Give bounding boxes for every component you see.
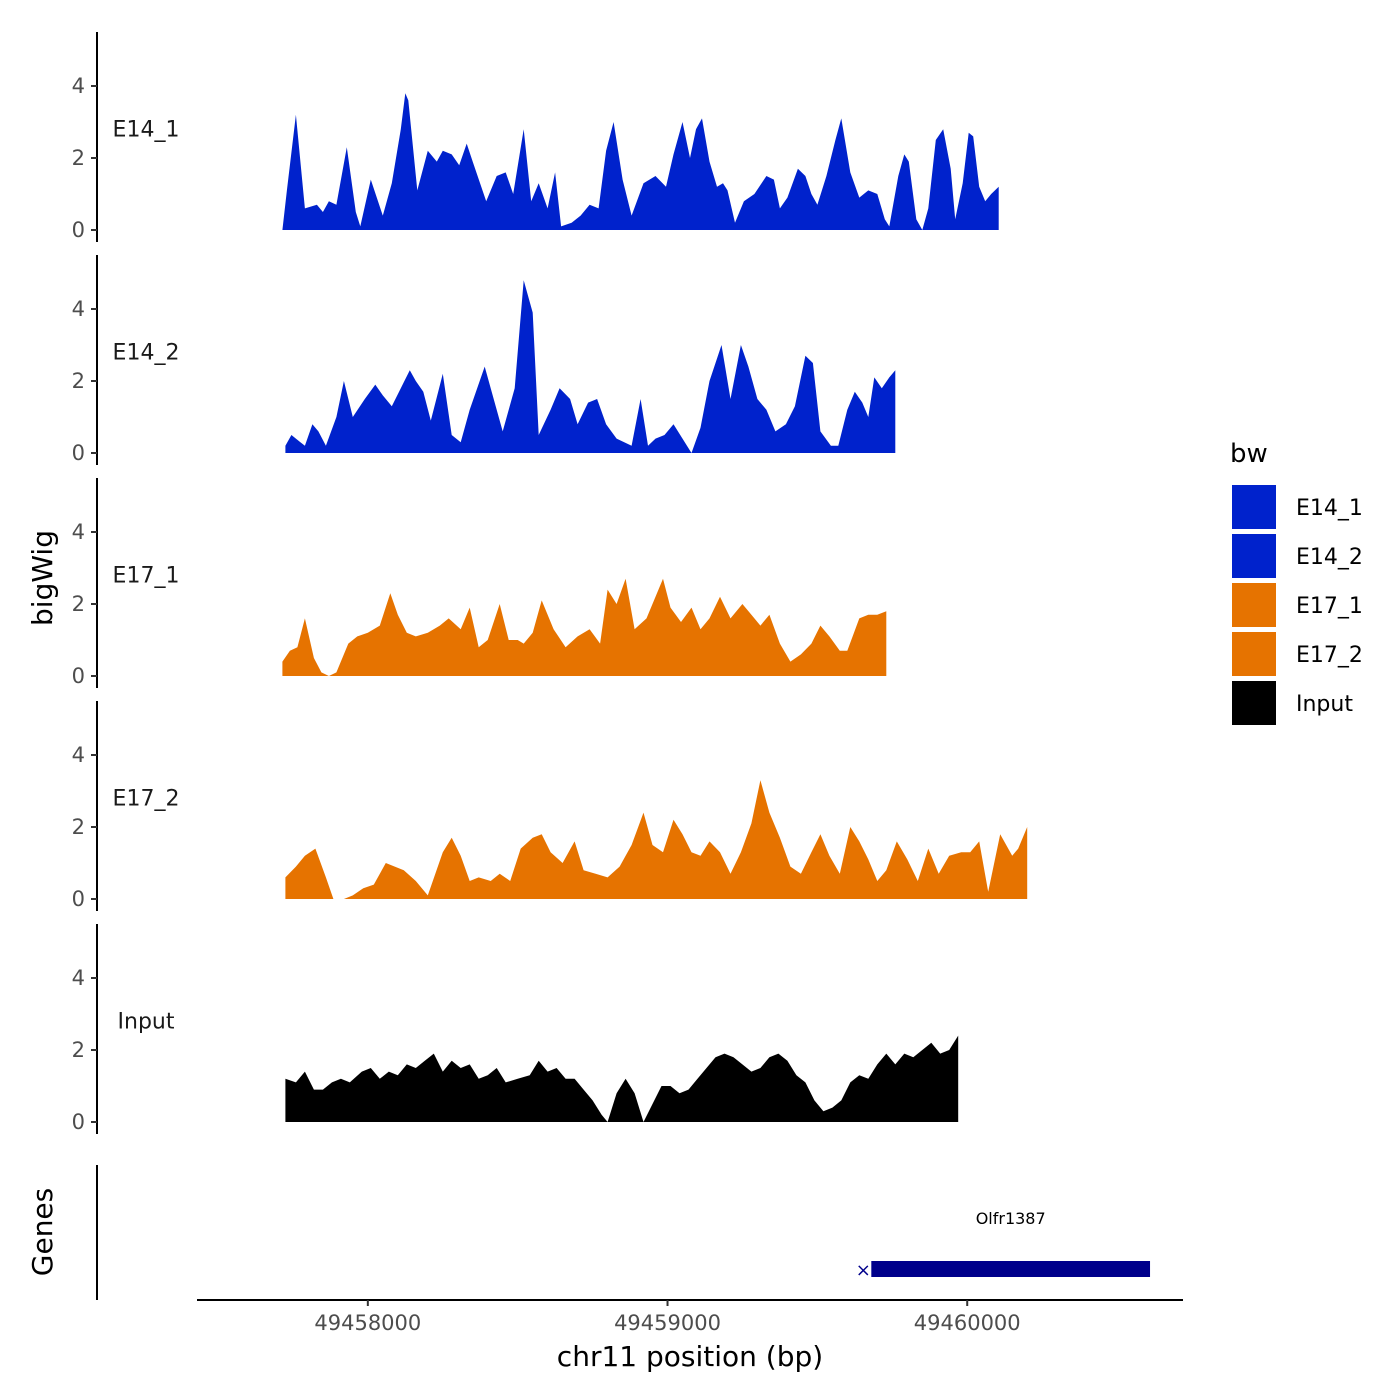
track-label: E17_1 [113, 563, 180, 588]
y-tick-label: 0 [72, 664, 85, 688]
track-label: E17_2 [113, 786, 180, 811]
legend-label: E14_2 [1296, 545, 1363, 570]
legend-swatch-E14_1 [1232, 485, 1276, 529]
legend-swatch-E17_1 [1232, 583, 1276, 627]
y-tick-label: 4 [72, 520, 85, 544]
x-axis: chr11 position (bp) 49458000 49459000 4946… [197, 1299, 1183, 1373]
legend-label: E14_1 [1296, 496, 1363, 521]
track-E14_2: 0 2 4 E14_2 [72, 255, 896, 465]
track-Input: 0 2 4 Input [72, 924, 959, 1134]
legend-label: E17_2 [1296, 643, 1363, 668]
y-tick-label: 0 [72, 218, 85, 242]
y-tick-label: 4 [72, 743, 85, 767]
track-E17_1: 0 2 4 E17_1 [72, 478, 887, 688]
y-tick-label: 2 [72, 1038, 85, 1062]
legend-swatch-E17_2 [1232, 632, 1276, 676]
track-E14_1: 0 2 4 E14_1 [72, 32, 999, 242]
gene-strand-arrow: × [856, 1260, 871, 1281]
area-E17_1 [282, 578, 887, 676]
gene-body [871, 1261, 1151, 1277]
y-tick-label: 2 [72, 146, 85, 170]
legend-swatch-Input [1232, 681, 1276, 725]
legend-title: bw [1230, 439, 1268, 469]
y-tick-label: 4 [72, 74, 85, 98]
y-tick-label: 0 [72, 887, 85, 911]
area-E14_2 [285, 280, 896, 453]
genes-track: Genes × Olfr1387 [26, 1165, 1151, 1300]
track-label: Input [118, 1009, 175, 1034]
y-axis-title: bigWig [26, 530, 59, 626]
area-Input [285, 1035, 959, 1122]
y-tick-label: 2 [72, 592, 85, 616]
legend-label: E17_1 [1296, 594, 1363, 619]
gene-name-label: Olfr1387 [976, 1209, 1046, 1228]
legend-label: Input [1296, 692, 1353, 717]
y-tick-label: 0 [72, 441, 85, 465]
x-tick-label: 49458000 [314, 1311, 421, 1335]
y-tick-label: 2 [72, 369, 85, 393]
genes-track-label: Genes [26, 1188, 59, 1276]
y-tick-label: 2 [72, 815, 85, 839]
y-tick-label: 4 [72, 297, 85, 321]
x-axis-title: chr11 position (bp) [557, 1340, 823, 1373]
area-E17_2 [285, 780, 1028, 899]
y-tick-label: 4 [72, 966, 85, 990]
track-label: E14_1 [113, 117, 180, 142]
y-tick-label: 0 [72, 1110, 85, 1134]
track-label: E14_2 [113, 340, 180, 365]
legend: bw E14_1 E14_2 E17_1 E17_2 Input [1230, 439, 1363, 725]
legend-swatch-E14_2 [1232, 534, 1276, 578]
x-tick-label: 49459000 [614, 1311, 721, 1335]
x-tick-label: 49460000 [914, 1311, 1021, 1335]
area-E14_1 [282, 93, 999, 230]
tracks-layer: 0 2 4 E14_1 0 2 4 E14_2 0 2 4 E17_1 0 2 4 E17_2 0 2 4 Input [72, 32, 1028, 1134]
track-E17_2: 0 2 4 E17_2 [72, 701, 1028, 911]
